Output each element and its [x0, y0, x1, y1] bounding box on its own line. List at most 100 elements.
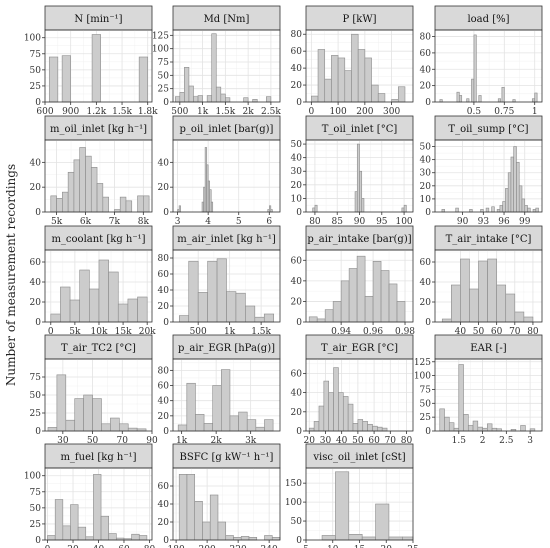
histogram-bar — [321, 535, 336, 541]
histogram-bar — [361, 198, 365, 213]
histogram-bar — [74, 398, 84, 432]
y-tick-label: 0 — [296, 318, 302, 328]
panel-border — [172, 29, 281, 103]
histogram-bar — [351, 33, 359, 103]
facet-strip — [172, 115, 281, 141]
facet-strip — [434, 225, 543, 251]
x-tick-label: 93 — [478, 217, 490, 227]
panel-border — [434, 358, 543, 432]
y-tick-label: 100 — [24, 34, 41, 44]
x-tick-label: 2 — [480, 436, 486, 446]
histogram-bar — [439, 408, 445, 432]
facet-0: N [min⁻¹] 600 900 1.2k 1.5k 1.8k 0 25 50 75 100 — [24, 5, 158, 117]
x-tick-label: 20 — [381, 545, 393, 548]
histogram-bar — [143, 195, 150, 213]
x-tick-label: 15k — [115, 327, 132, 337]
histogram-bar — [311, 95, 319, 103]
histogram-bar — [211, 33, 217, 103]
histogram-bar — [401, 536, 414, 541]
histogram-bar — [77, 526, 87, 541]
panel-border — [434, 249, 543, 323]
panel-border — [305, 29, 414, 103]
panel-border — [172, 139, 281, 213]
histogram-bar — [70, 504, 79, 541]
facet-title: p_air_EGR [hPa(g)] — [178, 343, 275, 354]
histogram-bar — [401, 207, 405, 213]
histogram-bar — [225, 535, 234, 541]
y-tick-label: 0 — [35, 98, 41, 108]
histogram-bar — [317, 49, 326, 103]
histogram-bar — [524, 205, 528, 213]
histogram-bar — [194, 500, 203, 541]
histogram-bar — [73, 159, 81, 213]
histogram-bar — [501, 86, 505, 103]
histogram-bar — [347, 403, 354, 432]
histogram-bar — [174, 96, 181, 103]
histogram-bar — [485, 207, 490, 213]
histogram-bar — [513, 146, 517, 213]
x-tick-label: 20k — [139, 327, 156, 337]
y-tick-label: 40 — [420, 156, 432, 166]
x-tick-label: 80 — [309, 217, 321, 227]
histogram-bar — [255, 426, 265, 432]
histogram-bar — [527, 207, 531, 213]
facet-title: m_air_inlet [kg h⁻¹] — [177, 234, 276, 245]
x-tick-label: 50 — [87, 436, 99, 446]
facet-title: p_oil_inlet [bar(g)] — [180, 124, 274, 135]
y-tick-label: 75 — [158, 58, 170, 68]
histogram-bar — [96, 183, 104, 213]
x-tick-label: 80 — [144, 545, 156, 548]
x-tick-label: 40 — [93, 545, 105, 548]
histogram-bar — [478, 260, 488, 323]
y-tick-label: 60 — [158, 382, 170, 392]
histogram-bar — [67, 171, 75, 213]
x-tick-label: 60 — [118, 545, 130, 548]
histogram-bar — [362, 421, 368, 432]
x-tick-label: 500 — [190, 327, 207, 337]
histogram-bar — [225, 97, 231, 103]
facet-2: P [kW] 0 100 200 300 0 20 40 60 80 — [291, 5, 414, 117]
histogram-bar — [54, 499, 64, 541]
histogram-bar — [271, 536, 281, 541]
y-tick-label: 0 — [163, 427, 169, 437]
histogram-bar — [98, 259, 109, 323]
y-tick-label: 60 — [420, 258, 432, 268]
x-tick-label: 200 — [199, 545, 216, 548]
y-tick-label: 0 — [163, 318, 169, 328]
histogram-bar — [138, 535, 148, 541]
x-tick-label: 70 — [509, 327, 521, 337]
y-tick-label: 0 — [425, 427, 431, 437]
x-tick-label: 0.98 — [395, 327, 415, 337]
histogram-bar — [233, 536, 242, 541]
histogram-bar — [90, 167, 98, 213]
y-tick-label: 20 — [420, 82, 432, 92]
facet-strip — [172, 443, 281, 469]
y-tick-label: 0 — [35, 536, 41, 546]
histogram-bar — [108, 271, 119, 323]
histogram-bar — [100, 515, 109, 541]
histogram-bar — [357, 49, 366, 103]
y-tick-label: 80 — [291, 30, 303, 40]
histogram-bar — [220, 93, 226, 103]
facet-4: m_oil_inlet [kg h⁻¹] 5k 6k 7k 8k 0 20 40 — [30, 115, 153, 227]
x-tick-label: 240 — [261, 545, 278, 548]
facet-12: T_air_TC2 [°C] 30 50 70 90 0 25 50 75 — [30, 334, 158, 446]
histogram-bar — [388, 536, 403, 541]
facet-strip — [305, 115, 414, 141]
panel-border — [434, 139, 543, 213]
histogram-bar — [203, 423, 213, 432]
y-tick-label: 60 — [420, 49, 432, 59]
x-tick-label: 20 — [67, 545, 79, 548]
histogram-bar — [188, 260, 199, 323]
y-tick-label: 125 — [152, 31, 169, 41]
y-tick-label: 50 — [30, 391, 42, 401]
histogram-bar — [193, 96, 199, 103]
y-tick-label: 40 — [158, 158, 170, 168]
x-tick-label: 600 — [36, 107, 53, 117]
histogram-bar — [459, 95, 463, 103]
facet-11: T_air_intake [°C] 40 50 60 70 80 0 20 40 60 — [420, 225, 543, 337]
facet-title: Md [Nm] — [204, 14, 250, 25]
y-tick-label: 60 — [291, 369, 303, 379]
histogram-bar — [186, 382, 196, 432]
histogram-bar — [117, 303, 129, 323]
